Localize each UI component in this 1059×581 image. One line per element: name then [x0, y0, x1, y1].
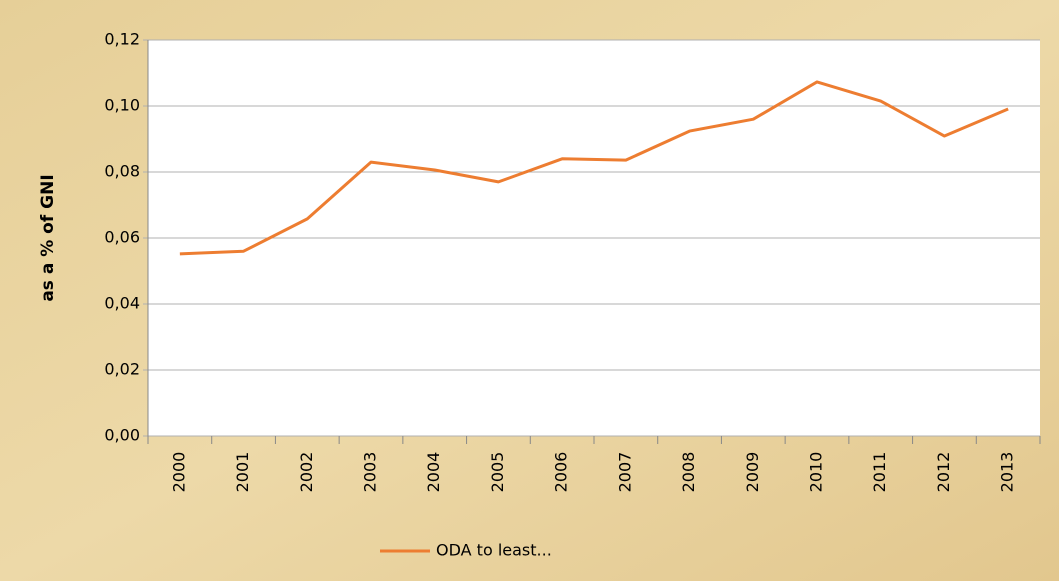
y-tick-label: 0,04	[104, 294, 140, 313]
x-tick-label: 2004	[424, 452, 443, 493]
data-line	[179, 80, 1009, 256]
x-tick-label: 2000	[169, 452, 188, 493]
x-tick-label: 2009	[743, 452, 762, 493]
y-tick-label: 0,12	[104, 30, 140, 49]
x-tick-label: 2003	[361, 452, 380, 493]
y-tick-label: 0,08	[104, 162, 140, 181]
y-axis-label: as a % of GNI	[38, 174, 58, 301]
y-tick-label: 0,02	[104, 360, 140, 379]
x-tick-label: 2005	[488, 452, 507, 493]
y-tick-label: 0,10	[104, 96, 140, 115]
y-tick-label: 0,00	[104, 426, 140, 445]
x-tick-label: 2011	[870, 452, 889, 493]
x-tick-label: 2007	[615, 452, 634, 493]
y-tick-label: 0,06	[104, 228, 140, 247]
x-tick-label: 2001	[233, 452, 252, 493]
x-tick-label: 2012	[934, 452, 953, 493]
x-tick-label: 2006	[552, 452, 571, 493]
legend-label: ODA to least...	[436, 541, 552, 560]
x-tick-label: 2010	[807, 452, 826, 493]
x-tick-label: 2013	[998, 452, 1017, 493]
x-tick-label: 2002	[297, 452, 316, 493]
x-tick-label: 2008	[679, 452, 698, 493]
